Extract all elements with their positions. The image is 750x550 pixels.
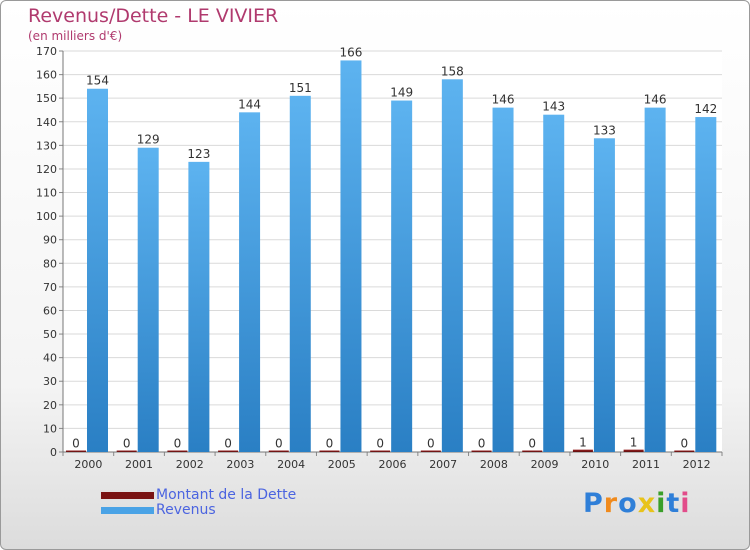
data-label-revenus: 166 [340, 45, 363, 59]
data-label-revenus: 154 [86, 74, 109, 88]
bar-dette [522, 450, 543, 452]
bar-revenus [593, 138, 615, 452]
bar-revenus [543, 114, 565, 452]
data-label-revenus: 143 [542, 100, 565, 114]
legend-label-dette: Montant de la Dette [156, 487, 297, 503]
logo-letter: r [603, 488, 619, 519]
x-tick-label: 2007 [429, 458, 457, 471]
x-tick-label: 2005 [328, 458, 356, 471]
data-label-dette: 0 [528, 437, 536, 451]
logo-letter: P [583, 488, 604, 519]
data-label-dette: 0 [72, 437, 80, 451]
data-label-dette: 1 [630, 436, 638, 450]
x-tick-label: 2002 [176, 458, 204, 471]
data-label-dette: 0 [427, 437, 435, 451]
y-tick-label: 130 [36, 139, 57, 152]
y-tick-label: 100 [36, 210, 57, 223]
x-tick-label: 2008 [480, 458, 508, 471]
data-label-revenus: 142 [694, 102, 717, 116]
x-tick-label: 2000 [74, 458, 102, 471]
data-label-dette: 0 [123, 437, 131, 451]
y-tick-label: 160 [36, 69, 57, 82]
bar-revenus [87, 88, 108, 452]
data-label-revenus: 149 [390, 86, 413, 100]
bar-dette [116, 450, 137, 452]
logo-letter: t [666, 488, 681, 519]
y-tick-label: 150 [36, 92, 57, 105]
bar-revenus [340, 60, 362, 452]
x-tick-label: 2012 [683, 458, 711, 471]
data-label-revenus: 158 [441, 64, 464, 78]
y-tick-label: 140 [36, 116, 57, 129]
y-tick-label: 110 [36, 187, 57, 200]
bar-revenus [188, 161, 210, 453]
x-tick-label: 2003 [226, 458, 254, 471]
proxiti-logo: Proxiti [583, 488, 691, 519]
data-label-dette: 0 [478, 437, 486, 451]
bar-revenus [441, 79, 463, 453]
data-label-revenus: 146 [492, 93, 515, 107]
y-tick-label: 40 [43, 352, 57, 365]
logo-letter: i [656, 488, 667, 519]
x-tick-label: 2011 [632, 458, 660, 471]
bar-dette [674, 450, 695, 452]
logo-letter: i [680, 488, 691, 519]
bar-dette [319, 450, 340, 452]
x-tick-label: 2004 [277, 458, 305, 471]
bar-dette [268, 450, 289, 452]
y-tick-label: 0 [50, 446, 57, 459]
bar-revenus [137, 147, 159, 452]
data-label-dette: 0 [376, 437, 384, 451]
bar-dette [471, 450, 492, 452]
y-tick-label: 10 [43, 422, 57, 435]
data-label-revenus: 123 [187, 147, 210, 161]
data-label-dette: 1 [579, 436, 587, 450]
bar-dette [572, 449, 593, 452]
x-tick-label: 2006 [379, 458, 407, 471]
bar-dette [167, 450, 188, 452]
x-tick-label: 2009 [531, 458, 559, 471]
y-tick-label: 80 [43, 257, 57, 270]
chart-title: Revenus/Dette - LE VIVIER [28, 5, 279, 27]
logo-letter: o [618, 488, 638, 519]
y-tick-label: 50 [43, 328, 57, 341]
bar-revenus [644, 107, 666, 453]
y-tick-label: 60 [43, 304, 57, 317]
bar-dette [218, 450, 239, 452]
bar-dette [623, 449, 644, 452]
data-label-revenus: 151 [289, 81, 312, 95]
data-label-dette: 0 [680, 437, 688, 451]
data-label-revenus: 133 [593, 123, 616, 137]
y-tick-label: 70 [43, 281, 57, 294]
legend-label-revenus: Revenus [156, 502, 216, 518]
x-tick-label: 2001 [125, 458, 153, 471]
x-tick-label: 2010 [581, 458, 609, 471]
y-tick-label: 90 [43, 234, 57, 247]
data-label-revenus: 146 [644, 93, 667, 107]
bar-revenus [391, 100, 413, 453]
data-label-dette: 0 [174, 437, 182, 451]
legend-swatch-dette [101, 492, 154, 499]
y-tick-label: 120 [36, 163, 57, 176]
bar-revenus [492, 107, 514, 453]
bar-revenus [239, 112, 261, 453]
y-tick-label: 170 [36, 45, 57, 58]
y-tick-label: 30 [43, 375, 57, 388]
bar-revenus [289, 95, 311, 452]
data-label-dette: 0 [275, 437, 283, 451]
bar-dette [370, 450, 391, 452]
data-label-dette: 0 [326, 437, 334, 451]
data-label-revenus: 144 [238, 97, 261, 111]
bar-revenus [695, 117, 717, 452]
bar-dette [66, 450, 86, 452]
data-label-dette: 0 [224, 437, 232, 451]
data-label-revenus: 129 [137, 133, 160, 147]
logo-letter: x [637, 488, 657, 519]
legend-swatch-revenus [101, 507, 154, 514]
y-tick-label: 20 [43, 399, 57, 412]
chart-subtitle: (en milliers d'€) [28, 29, 123, 43]
bar-dette [420, 450, 441, 452]
